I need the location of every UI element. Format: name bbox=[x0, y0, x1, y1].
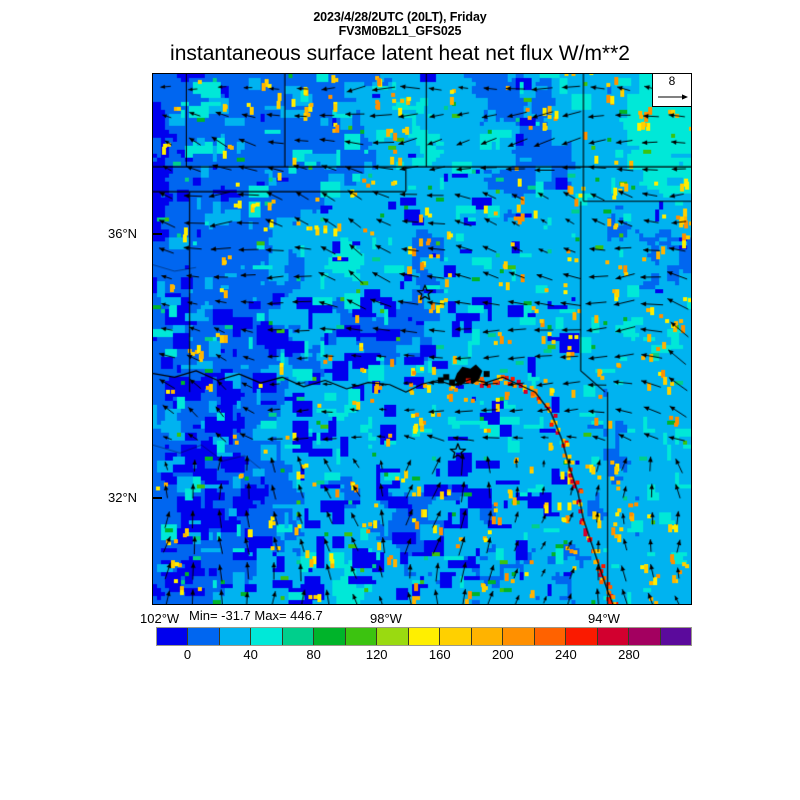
colorbar-tick-label: 200 bbox=[491, 647, 514, 662]
colorbar-tick-label: 40 bbox=[243, 647, 258, 662]
colorbar-segment bbox=[251, 628, 283, 645]
colorbar-segment bbox=[534, 628, 567, 645]
colorbar-segment bbox=[597, 628, 630, 645]
lon-tick-label-94w: 94°W bbox=[588, 611, 620, 626]
wind-vector-arrow-icon bbox=[658, 94, 688, 100]
colorbar-segment bbox=[503, 628, 535, 645]
colorbar-segment bbox=[440, 628, 472, 645]
colorbar-segment bbox=[345, 628, 378, 645]
lon-tick-label-98w: 98°W bbox=[370, 611, 402, 626]
colorbar-segment bbox=[471, 628, 504, 645]
datetime-subtitle: 2023/4/28/2UTC (20LT), Friday bbox=[313, 10, 487, 24]
colorbar-segment bbox=[157, 628, 189, 645]
lat-tick-label-32n: 32°N bbox=[108, 490, 138, 505]
reference-vector-legend: 8 bbox=[652, 74, 691, 107]
colorbar-segment bbox=[188, 628, 220, 645]
colorbar-tick-label: 160 bbox=[428, 647, 451, 662]
colorbar-segment bbox=[629, 628, 661, 645]
colorbar-segment bbox=[377, 628, 409, 645]
colorbar-segment bbox=[566, 628, 598, 645]
colorbar-tick-label: 240 bbox=[555, 647, 577, 662]
colorbar bbox=[156, 627, 692, 646]
colorbar-segment bbox=[219, 628, 252, 645]
colorbar-tick-label: 120 bbox=[365, 647, 388, 662]
page-title: instantaneous surface latent heat net fl… bbox=[170, 42, 630, 65]
colorbar-segments bbox=[156, 627, 692, 646]
chart-header: 2023/4/28/2UTC (20LT), Friday FV3M0B2L1_… bbox=[0, 10, 800, 38]
lat-tick-mark-32n bbox=[152, 497, 162, 499]
lat-tick-mark-36n bbox=[152, 233, 162, 235]
lat-tick-label-36n: 36°N bbox=[108, 226, 138, 241]
colorbar-tick-labels: 0 40 80 120 160 200 240 280 bbox=[156, 647, 692, 665]
map-plot-area: 8 bbox=[152, 73, 692, 605]
lon-tick-label-102w: 102°W bbox=[140, 611, 180, 626]
colorbar-segment bbox=[408, 628, 441, 645]
model-subtitle: FV3M0B2L1_GFS025 bbox=[338, 24, 462, 38]
colorbar-tick-label: 0 bbox=[183, 647, 192, 662]
colorbar-segment bbox=[282, 628, 315, 645]
colorbar-segment bbox=[660, 628, 691, 645]
colorbar-segment bbox=[314, 628, 346, 645]
colorbar-tick-label: 80 bbox=[306, 647, 321, 662]
colorbar-tick-label: 280 bbox=[618, 647, 640, 662]
reference-vector-label: 8 bbox=[668, 74, 676, 88]
minmax-stats-label: Min= -31.7 Max= 446.7 bbox=[189, 608, 323, 623]
heatmap-canvas bbox=[153, 74, 691, 604]
